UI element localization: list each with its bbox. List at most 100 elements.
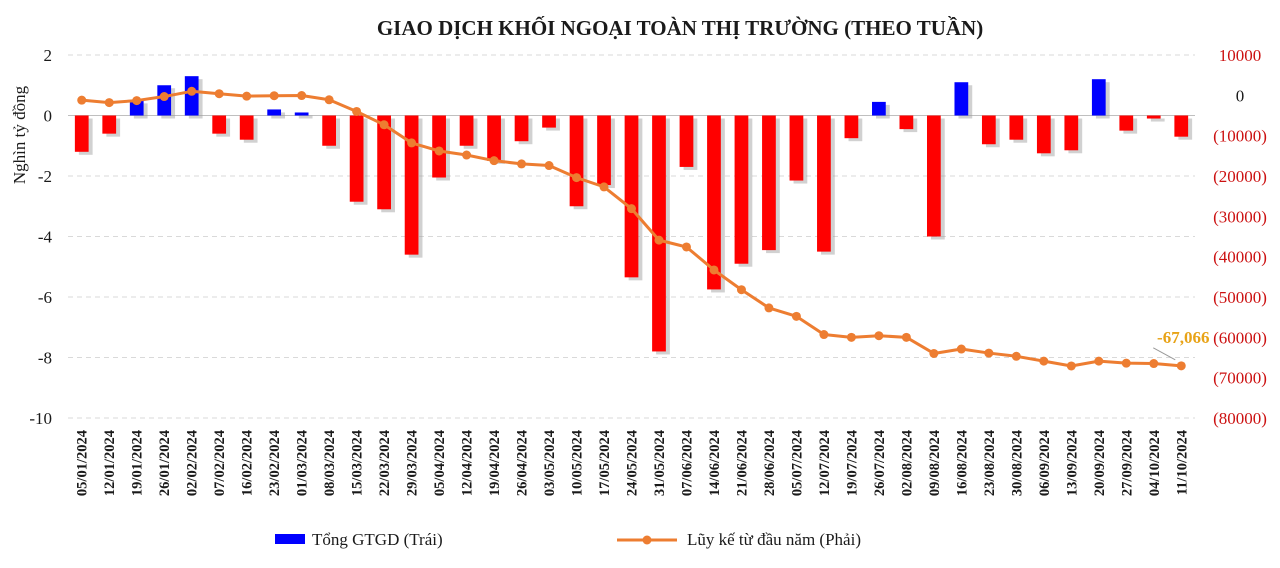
bar xyxy=(789,115,804,181)
x-tick-label: 12/04/2024 xyxy=(460,430,476,496)
line-point xyxy=(764,303,774,313)
bar xyxy=(377,115,391,210)
bar xyxy=(652,115,666,352)
bar-shadow xyxy=(298,115,313,119)
x-tick-label: 02/08/2024 xyxy=(899,430,915,496)
bar xyxy=(514,115,529,142)
bar-series xyxy=(74,76,1193,355)
y-tick-label-left: 0 xyxy=(44,107,53,126)
bar xyxy=(542,115,556,128)
bar xyxy=(404,115,419,255)
line-point xyxy=(324,95,334,105)
legend: Tổng GTGD (Trái) Lũy kế từ đầu năm (Phải) xyxy=(275,530,861,549)
y-tick-label-right: (10000) xyxy=(1213,127,1267,146)
line-point xyxy=(544,161,554,171)
x-tick-label: 14/06/2024 xyxy=(707,430,723,496)
bar xyxy=(981,115,996,145)
line-point xyxy=(572,173,582,183)
line-point xyxy=(187,86,197,96)
y-tick-label-left: 2 xyxy=(44,46,53,65)
line-point xyxy=(104,98,114,108)
bar xyxy=(734,115,749,264)
bar xyxy=(239,115,254,140)
x-tick-label: 26/07/2024 xyxy=(872,430,888,496)
legend-label-line: Lũy kế từ đầu năm (Phải) xyxy=(687,530,861,549)
bar xyxy=(707,115,721,290)
x-tick-label: 06/09/2024 xyxy=(1037,430,1053,496)
annotation-label: -67,066 xyxy=(1157,328,1209,347)
annotation-leader xyxy=(1153,347,1176,361)
x-tick-label: 02/02/2024 xyxy=(185,430,201,496)
x-tick-label: 24/05/2024 xyxy=(625,430,641,496)
x-axis: 05/01/2024 12/01/2024 19/01/2024 26/01/2024… xyxy=(75,430,1191,496)
bar xyxy=(1146,115,1161,119)
bar xyxy=(349,115,364,202)
x-tick-label: 07/06/2024 xyxy=(679,430,695,496)
x-tick-label: 31/05/2024 xyxy=(652,430,668,496)
y-tick-label-right: (70000) xyxy=(1213,369,1267,388)
line-point xyxy=(901,332,911,342)
bar xyxy=(184,76,199,116)
bar xyxy=(844,115,859,139)
x-tick-label: 08/03/2024 xyxy=(322,430,338,496)
x-tick-label: 15/03/2024 xyxy=(350,430,366,496)
bar xyxy=(624,115,639,278)
x-tick-label: 21/06/2024 xyxy=(734,430,750,496)
x-tick-label: 16/02/2024 xyxy=(240,430,256,496)
line-point xyxy=(654,235,664,245)
bar xyxy=(322,115,337,146)
line-point xyxy=(874,331,884,341)
line-point xyxy=(1039,356,1049,366)
y-tick-label-right: (40000) xyxy=(1213,248,1267,267)
x-tick-label: 11/10/2024 xyxy=(1174,430,1190,495)
bar xyxy=(1174,115,1189,137)
y-tick-label-left: -10 xyxy=(29,409,52,428)
bar xyxy=(487,115,501,161)
x-tick-label: 16/08/2024 xyxy=(954,430,970,496)
bar xyxy=(129,100,144,116)
line-point xyxy=(214,89,224,99)
line-point xyxy=(819,330,829,340)
bar xyxy=(817,115,831,252)
bar xyxy=(1091,79,1106,116)
line-point xyxy=(846,332,856,342)
line-point xyxy=(352,106,362,116)
bar-shadow xyxy=(1150,118,1165,122)
line-point xyxy=(1066,361,1076,371)
x-tick-label: 04/10/2024 xyxy=(1147,430,1163,496)
bar xyxy=(569,115,584,207)
bar xyxy=(872,101,886,116)
x-tick-label: 07/02/2024 xyxy=(212,430,228,496)
y-tick-label-right: (60000) xyxy=(1213,328,1267,347)
bar xyxy=(926,115,941,237)
x-tick-label: 05/07/2024 xyxy=(789,430,805,496)
line-point xyxy=(242,91,252,101)
line-point xyxy=(489,156,499,166)
x-tick-label: 27/09/2024 xyxy=(1119,430,1135,496)
x-tick-label: 22/03/2024 xyxy=(377,430,393,496)
line-point xyxy=(709,265,719,275)
bar xyxy=(102,115,117,134)
x-tick-label: 10/05/2024 xyxy=(570,430,586,496)
line-point xyxy=(1149,359,1159,369)
y-tick-label-right: (50000) xyxy=(1213,288,1267,307)
y-tick-label-left: -8 xyxy=(38,349,52,368)
line-point xyxy=(297,91,307,101)
line-point xyxy=(379,120,389,130)
bar xyxy=(459,115,474,146)
y-tick-label-left: -6 xyxy=(38,288,52,307)
x-tick-label: 13/09/2024 xyxy=(1064,430,1080,496)
y-tick-label-left: -2 xyxy=(38,167,52,186)
y-tick-label-right: 0 xyxy=(1236,86,1245,105)
bar xyxy=(762,115,776,251)
x-tick-label: 28/06/2024 xyxy=(762,430,778,496)
line-point xyxy=(956,344,966,354)
x-tick-label: 20/09/2024 xyxy=(1092,430,1108,496)
line-point xyxy=(1011,351,1021,361)
x-tick-label: 19/04/2024 xyxy=(487,430,503,496)
chart-title: GIAO DỊCH KHỐI NGOẠI TOÀN THỊ TRƯỜNG (TH… xyxy=(377,16,983,40)
line-point xyxy=(1121,358,1131,368)
y-axis-left: 2 0 -2 -4 -6 -8 -10 xyxy=(29,46,52,428)
y-tick-label-right: (30000) xyxy=(1213,207,1267,226)
